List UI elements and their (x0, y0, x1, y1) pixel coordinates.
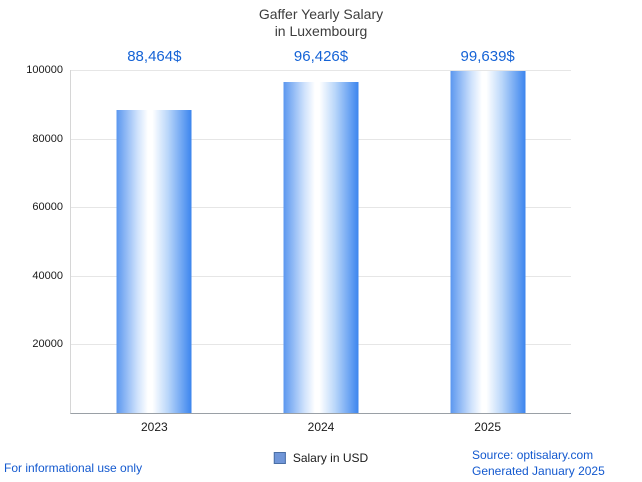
footer-source-block: Source: optisalary.com Generated January… (472, 447, 605, 479)
bar-2025 (450, 71, 526, 413)
y-axis-tick-label: 20000 (32, 338, 63, 351)
bar-2023 (116, 109, 192, 413)
x-axis-tick-label: 2024 (307, 420, 335, 434)
gridline (71, 70, 571, 71)
y-axis-tick-label: 100000 (26, 64, 63, 76)
chart-title-line2: in Luxembourg (274, 23, 368, 39)
footer-generated: Generated January 2025 (472, 464, 605, 478)
legend: Salary in USD (273, 451, 369, 465)
y-axis-tick-label: 80000 (32, 132, 63, 145)
legend-label: Salary in USD (292, 451, 369, 465)
x-axis-tick-label: 2023 (140, 420, 168, 434)
plot-area: 20000 40000 60000 80000 100000 88,464$ 2023 96,… (26, 48, 571, 434)
y-axis-tick-label: 60000 (32, 201, 63, 214)
bar-value-label: 99,639$ (460, 48, 515, 65)
bar-2024 (283, 82, 359, 413)
bar-value-label: 96,426$ (293, 48, 349, 65)
footer-source: Source: optisalary.com (472, 448, 594, 462)
chart-title-line1: Gaffer Yearly Salary (258, 6, 384, 22)
footer-disclaimer: For informational use only (4, 461, 143, 475)
legend-marker-icon (273, 452, 286, 464)
x-axis-tick-label: 2025 (474, 420, 502, 434)
bar-value-label: 88,464$ (127, 48, 182, 65)
y-axis-tick-label: 40000 (32, 269, 63, 282)
chart-title: Gaffer Yearly Salary in Luxembourg (0, 6, 642, 40)
